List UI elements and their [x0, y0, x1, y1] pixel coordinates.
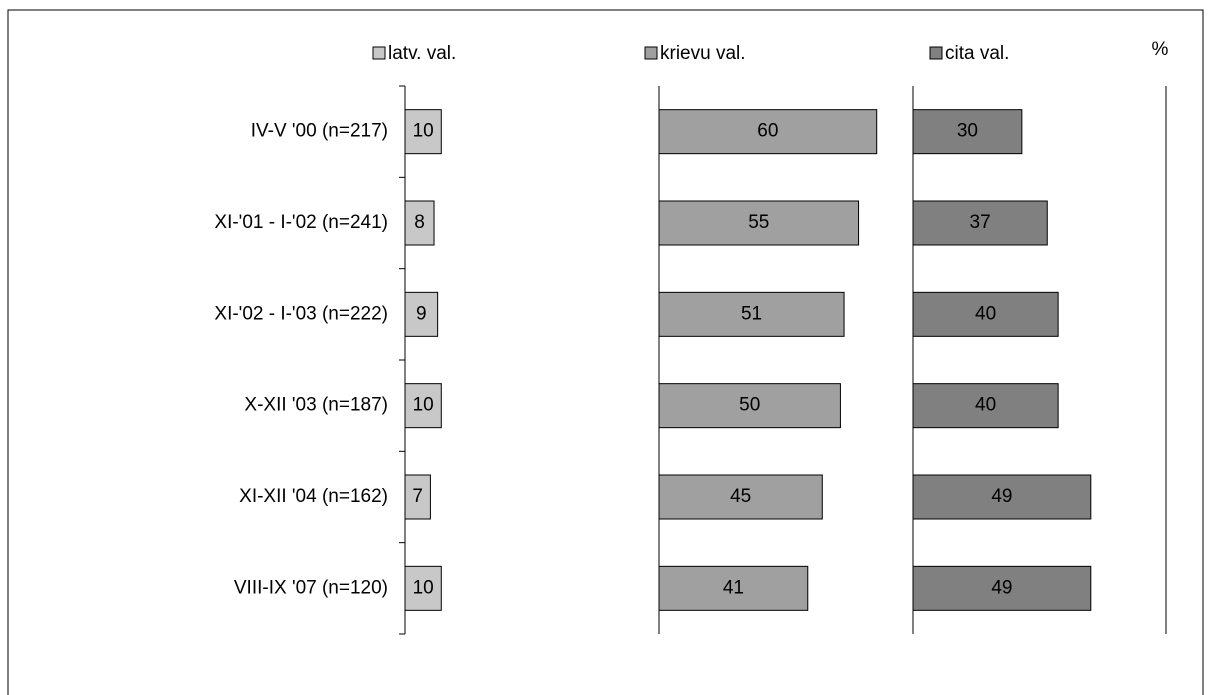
value-label: 50: [739, 395, 760, 416]
bar: [912, 291, 1059, 337]
legend-swatch: [644, 46, 658, 60]
legend-label: latv. val.: [388, 43, 456, 64]
value-label: 10: [413, 121, 434, 142]
bar: [658, 291, 845, 337]
legend-swatch: [929, 46, 943, 60]
value-label: 51: [741, 303, 762, 324]
category-label: XI-'01 - I-'02 (n=241): [214, 212, 388, 233]
value-label: 55: [748, 212, 769, 233]
value-label: 37: [970, 212, 991, 233]
bar: [912, 383, 1059, 429]
bar: [404, 291, 439, 337]
value-label: 49: [991, 486, 1012, 507]
value-label: 60: [757, 121, 778, 142]
bar: [912, 474, 1092, 520]
value-label: 10: [413, 395, 434, 416]
value-label: 41: [723, 577, 744, 598]
bar: [658, 200, 860, 246]
bar: [404, 109, 442, 155]
bar: [658, 474, 823, 520]
category-label: XI-'02 - I-'03 (n=222): [214, 303, 388, 324]
unit-label: %: [1152, 39, 1169, 60]
bar: [658, 383, 841, 429]
bar: [404, 474, 431, 520]
bar: [658, 565, 809, 611]
value-label: 49: [991, 577, 1012, 598]
category-label: VIII-IX '07 (n=120): [234, 577, 388, 598]
value-label: 7: [412, 486, 423, 507]
category-label: X-XII '03 (n=187): [244, 395, 388, 416]
category-label: XI-XII '04 (n=162): [239, 486, 388, 507]
bar: [404, 383, 442, 429]
category-label: IV-V '00 (n=217): [251, 121, 388, 142]
legend-swatch: [372, 46, 386, 60]
legend-label: krievu val.: [660, 43, 746, 64]
bar: [912, 200, 1048, 246]
bar: [912, 565, 1092, 611]
legend-label: cita val.: [945, 43, 1009, 64]
value-label: 10: [413, 577, 434, 598]
bar: [658, 109, 878, 155]
value-label: 40: [975, 303, 996, 324]
value-label: 30: [957, 121, 978, 142]
value-label: 8: [414, 212, 425, 233]
value-label: 40: [975, 395, 996, 416]
bar: [404, 565, 442, 611]
bar: [912, 109, 1023, 155]
value-label: 45: [730, 486, 751, 507]
value-label: 9: [416, 303, 427, 324]
bar: [404, 200, 435, 246]
